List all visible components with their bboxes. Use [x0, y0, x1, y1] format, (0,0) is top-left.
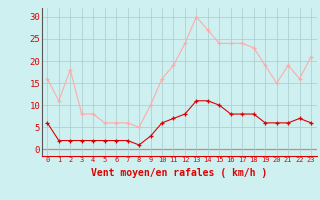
X-axis label: Vent moyen/en rafales ( km/h ): Vent moyen/en rafales ( km/h ): [91, 168, 267, 178]
